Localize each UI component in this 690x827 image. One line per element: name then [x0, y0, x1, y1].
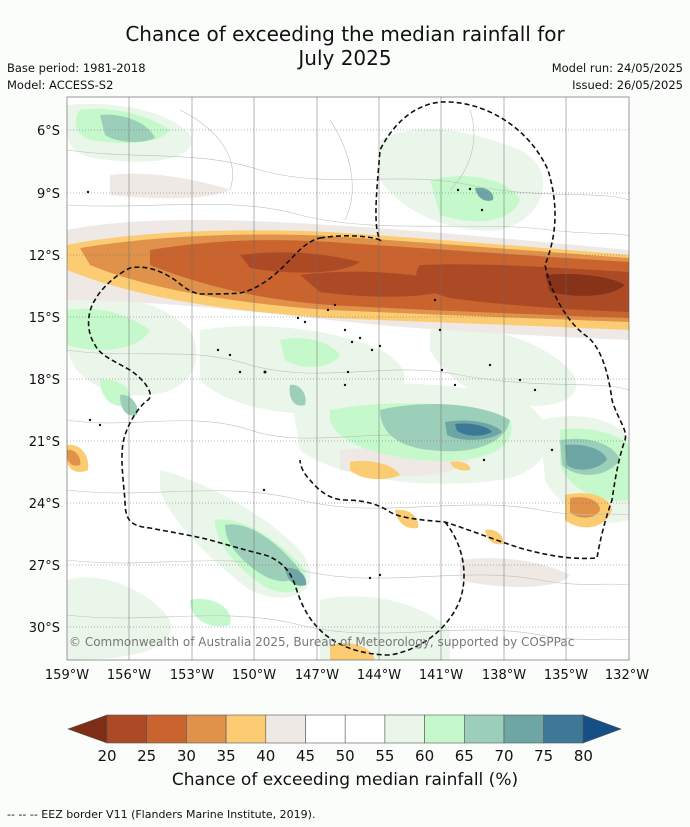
colorbar-segment [543, 714, 584, 744]
islands [86, 187, 554, 580]
colorbar-segment [146, 714, 187, 744]
chart-title: Chance of exceeding the median rainfall … [0, 22, 690, 70]
colorbar-tick-label: 35 [217, 747, 236, 765]
issued-date: Issued: 26/05/2025 [572, 78, 683, 92]
lat-label: 6°S [37, 124, 60, 139]
colorbar-tick-label: 20 [97, 747, 116, 765]
colorbar-segment [106, 714, 148, 744]
colorbar-high-arrow [582, 714, 622, 744]
lon-label: 147°W [295, 668, 339, 683]
lat-label: 15°S [29, 311, 60, 326]
lat-label: 21°S [29, 435, 60, 450]
run-info: Model run: 24/05/2025 Issued: 26/05/2025 [552, 60, 683, 94]
colorbar-tick-label: 25 [137, 747, 156, 765]
colorbar-title: Chance of exceeding median rainfall (%) [171, 770, 519, 790]
lat-label: 9°S [37, 187, 60, 202]
lon-label: 156°W [107, 668, 151, 683]
colorbar-tick-label: 40 [256, 747, 275, 765]
gridlines [67, 129, 629, 628]
colorbar-tick-label: 55 [375, 747, 394, 765]
model-name: Model: ACCESS-S2 [7, 78, 114, 92]
colorbar-tick-label: 65 [455, 747, 474, 765]
contour-lines [67, 109, 629, 641]
colorbar-segment [424, 714, 465, 744]
base-period: Base period: 1981-2018 [7, 61, 146, 75]
lat-label: 24°S [29, 497, 60, 512]
model-run-date: Model run: 24/05/2025 [551, 61, 683, 75]
lat-label: 12°S [29, 249, 60, 264]
colorbar-segment [225, 714, 267, 744]
lon-label: 141°W [419, 668, 463, 683]
colorbar-tick-label: 45 [296, 747, 315, 765]
colorbar-tick-label: 50 [336, 747, 355, 765]
title-line-1: Chance of exceeding the median rainfall … [125, 22, 565, 46]
lon-label: 150°W [232, 668, 276, 683]
eez-legend: -- -- -- EEZ border V11 (Flanders Marine… [7, 808, 316, 821]
lon-label: 132°W [605, 668, 649, 683]
dark-brown-patches [545, 274, 625, 296]
blue-patches [455, 423, 492, 436]
lon-label: 138°W [482, 668, 526, 683]
meridians [128, 97, 567, 660]
colorbar-segment [344, 714, 386, 744]
lat-label: 18°S [29, 373, 60, 388]
map-plot-area: © Commonwealth of Australia 2025, Bureau… [67, 97, 629, 660]
lon-label: 159°W [45, 668, 89, 683]
colorbar-tick-label: 80 [574, 747, 593, 765]
longitude-labels: 159°W 156°W 153°W 150°W 147°W 144°W 141°… [45, 668, 649, 683]
lat-label: 30°S [29, 621, 60, 636]
colorbar-tick-label: 75 [534, 747, 553, 765]
latitude-labels: 6°S 9°S 12°S 15°S 18°S 21°S 24°S 27°S 30… [29, 124, 60, 636]
colorbar-low-arrow [67, 714, 108, 744]
lon-label: 144°W [357, 668, 401, 683]
colorbar-segment [265, 714, 306, 744]
lon-label: 135°W [544, 668, 588, 683]
model-info: Base period: 1981-2018 Model: ACCESS-S2 [7, 60, 146, 94]
colorbar-tick-label: 60 [415, 747, 434, 765]
lon-label: 153°W [170, 668, 214, 683]
eez-border [87, 101, 627, 656]
colorbar: 20 25 30 35 40 45 50 55 60 65 70 75 80 [67, 714, 622, 765]
colorbar-segment [463, 714, 505, 744]
lat-label: 27°S [29, 559, 60, 574]
colorbar-segment [503, 714, 545, 744]
colorbar-segment [384, 714, 425, 744]
map-frame [66, 96, 630, 661]
colorbar-segment [186, 714, 227, 744]
map-credit: © Commonwealth of Australia 2025, Bureau… [69, 635, 574, 649]
title-line-2: July 2025 [298, 46, 392, 70]
colorbar-segment [305, 714, 346, 744]
colorbar-tick-label: 70 [494, 747, 513, 765]
colorbar-tick-label: 30 [177, 747, 196, 765]
